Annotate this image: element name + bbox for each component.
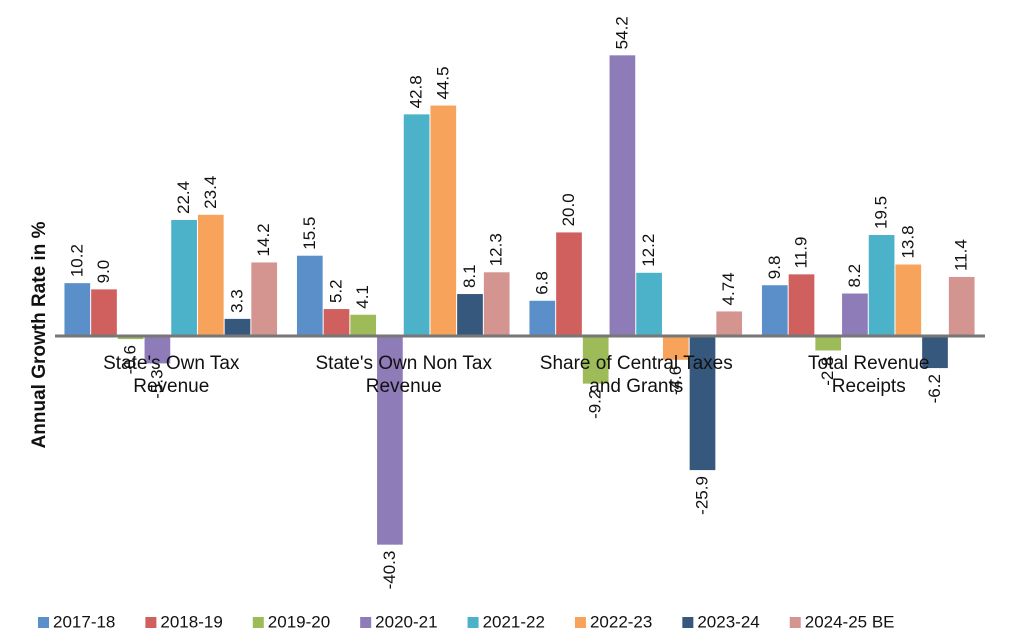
bar <box>430 105 457 336</box>
legend-label: 2018-19 <box>160 612 222 631</box>
bar <box>91 289 117 336</box>
bar <box>457 294 483 336</box>
x-tick-label: Total Revenue Receipts <box>808 352 930 397</box>
x-tick-label: State's Own Non Tax Revenue <box>315 352 492 397</box>
bar <box>609 55 636 336</box>
bar <box>895 264 922 336</box>
bar <box>922 335 948 369</box>
value-label: 54.2 <box>612 16 631 49</box>
bar <box>483 272 510 336</box>
value-label: 12.2 <box>639 234 658 267</box>
value-label: -4.6 <box>666 366 685 395</box>
bar <box>815 335 842 351</box>
legend-swatch <box>574 617 586 628</box>
legend-swatch <box>145 617 157 628</box>
value-label: 11.4 <box>952 239 971 271</box>
legend-swatch <box>467 617 479 628</box>
legend-swatch <box>360 617 372 628</box>
legend-label: 2022-23 <box>590 612 652 631</box>
legend-swatch <box>682 617 694 628</box>
value-label: -0.6 <box>121 345 140 374</box>
value-label: 13.8 <box>898 225 917 258</box>
bar <box>144 335 171 364</box>
value-label: 8.2 <box>845 264 864 288</box>
legend-swatch <box>252 617 264 628</box>
bar <box>636 272 662 336</box>
bar <box>556 232 582 336</box>
bar <box>251 262 278 336</box>
value-label: 5.2 <box>326 279 345 303</box>
bar <box>323 309 350 336</box>
value-label: 4.74 <box>719 272 738 305</box>
x-tick-label: Share of Central Taxes and Grants <box>539 352 733 397</box>
y-axis-title: Annual Growth Rate in % <box>29 221 50 448</box>
bar <box>868 235 895 336</box>
legend-label: 2021-22 <box>483 612 545 631</box>
value-label: -40.3 <box>380 551 399 590</box>
value-label: 4.1 <box>353 285 372 309</box>
bar <box>197 214 224 336</box>
legend-label: 2017-18 <box>53 612 115 631</box>
value-label: -25.9 <box>692 476 711 515</box>
value-label: 19.5 <box>872 196 891 229</box>
bar <box>377 335 403 545</box>
value-label: 10.2 <box>67 244 86 277</box>
legend-label: 2019-20 <box>268 612 330 631</box>
value-label: 44.5 <box>433 66 452 99</box>
bar <box>403 114 430 336</box>
value-label: 9.8 <box>765 256 784 280</box>
bar <box>716 311 743 336</box>
legend-label: 2024-25 BE <box>805 612 895 631</box>
value-label: 12.3 <box>487 233 506 266</box>
value-label: 8.1 <box>460 264 479 288</box>
bar <box>171 219 197 336</box>
value-label: -9.2 <box>586 390 605 419</box>
value-label: 22.4 <box>174 181 193 214</box>
bar <box>948 276 975 336</box>
legend-label: 2023-24 <box>697 612 759 631</box>
bar <box>117 335 144 340</box>
bar <box>788 274 815 336</box>
bar <box>224 318 251 336</box>
value-label: 15.5 <box>300 217 319 250</box>
bar <box>582 335 609 384</box>
value-label: 3.3 <box>227 289 246 313</box>
value-label: -5.3 <box>147 369 166 398</box>
value-label: 20.0 <box>559 193 578 226</box>
x-tick-label: State's Own Tax Revenue <box>103 352 240 397</box>
bar <box>529 300 556 336</box>
value-label: 14.2 <box>254 223 273 256</box>
value-label: 42.8 <box>407 75 426 108</box>
bar <box>842 293 868 336</box>
value-label: 9.0 <box>94 260 113 284</box>
legend-label: 2020-21 <box>375 612 437 631</box>
value-label: 6.8 <box>532 271 551 295</box>
bar <box>689 335 716 471</box>
bar <box>662 335 689 360</box>
value-label: -6.2 <box>925 374 944 403</box>
legend-swatch <box>789 617 801 628</box>
bar <box>350 314 377 336</box>
bar <box>64 283 91 336</box>
bar <box>296 255 323 336</box>
value-label: 23.4 <box>201 176 220 209</box>
value-label: 11.9 <box>791 237 810 269</box>
value-label: -2.8 <box>818 356 837 385</box>
bar <box>761 285 788 336</box>
legend-swatch <box>38 617 49 628</box>
